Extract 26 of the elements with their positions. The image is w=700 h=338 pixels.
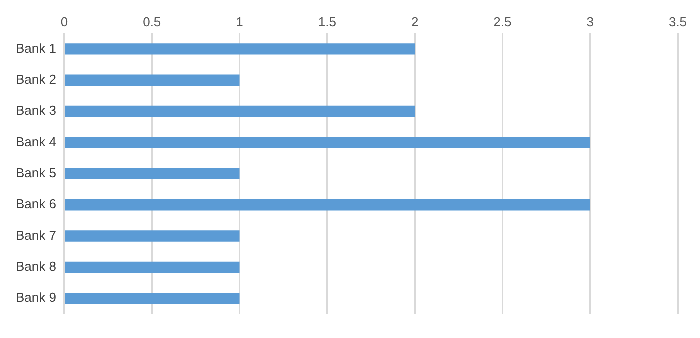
y-tick-label: Bank 6 [16,196,56,212]
y-tick-label: Bank 1 [16,40,56,56]
y-tick-label: Bank 2 [16,72,56,87]
y-tick-label: Bank 4 [16,134,56,150]
y-tick-label: Bank 5 [16,165,56,180]
x-tick-label: 3.5 [668,14,688,30]
x-tick-label: 2.5 [494,14,512,30]
bar [65,74,240,86]
bar [65,168,240,180]
y-tick-label: Bank 8 [16,259,56,274]
x-tick-label: 1.5 [318,14,336,30]
x-tick-label: 3 [586,14,594,30]
x-tick-label: 0.5 [143,14,162,30]
x-tick-label: 2 [411,14,419,30]
bar [65,199,590,211]
bar [65,293,240,304]
bar [65,262,240,274]
bar [65,106,416,118]
bar [65,137,590,148]
y-tick-label: Bank 9 [16,290,56,306]
y-tick-label: Bank 7 [16,228,56,243]
bar [65,230,240,242]
y-tick-label: Bank 3 [16,103,56,118]
x-tick-label: 0 [60,14,68,30]
x-tick-label: 1 [236,14,244,30]
bar [65,44,416,55]
